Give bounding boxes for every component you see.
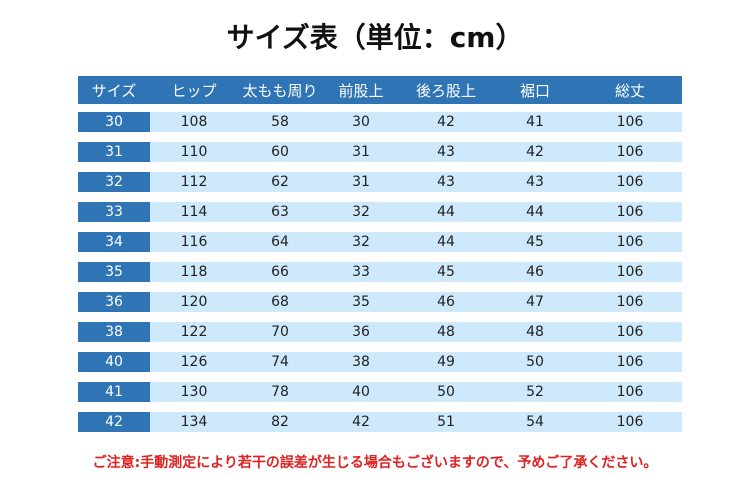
header-cell: ヒップ xyxy=(171,81,217,100)
table-cell: 46 xyxy=(437,294,455,310)
table-cell: 34 xyxy=(78,232,150,252)
table-cell: 66 xyxy=(271,264,289,280)
header-row: サイズ ヒップ 太もも周り 前股上 後ろ股上 裾口 総丈 xyxy=(78,76,682,104)
table-cell: 51 xyxy=(437,414,455,430)
table-cell: 106 xyxy=(616,384,644,400)
table-cell: 35 xyxy=(352,294,370,310)
table-cell: 110 xyxy=(180,144,208,160)
table-cell: 116 xyxy=(180,234,208,250)
table-cell: 130 xyxy=(180,384,208,400)
table-cell: 43 xyxy=(437,144,455,160)
table-cell: 126 xyxy=(180,354,208,370)
table-row: 42 134 82 42 51 54 106 xyxy=(78,412,682,432)
table-cell: 82 xyxy=(271,414,289,430)
table-cell: 47 xyxy=(526,294,544,310)
table-cell: 50 xyxy=(526,354,544,370)
table-cell: 106 xyxy=(616,414,644,430)
table-row: 41 130 78 40 50 52 106 xyxy=(78,382,682,402)
table-row: 38 122 70 36 48 48 106 xyxy=(78,322,682,342)
table-cell: 50 xyxy=(437,384,455,400)
table-cell: 48 xyxy=(437,324,455,340)
table-cell: 35 xyxy=(78,262,150,282)
table-cell: 42 xyxy=(78,412,150,432)
table-cell: 48 xyxy=(526,324,544,340)
table-cell: 49 xyxy=(437,354,455,370)
table-cell: 120 xyxy=(180,294,208,310)
table-row: 35 118 66 33 45 46 106 xyxy=(78,262,682,282)
table-cell: 58 xyxy=(271,114,289,130)
table-cell: 33 xyxy=(352,264,370,280)
table-cell: 43 xyxy=(526,174,544,190)
table-cell: 63 xyxy=(271,204,289,220)
table-cell: 32 xyxy=(352,204,370,220)
table-cell: 106 xyxy=(616,354,644,370)
table-cell: 60 xyxy=(271,144,289,160)
table-cell: 62 xyxy=(271,174,289,190)
table-cell: 70 xyxy=(271,324,289,340)
table-row: 40 126 74 38 49 50 106 xyxy=(78,352,682,372)
table-cell: 64 xyxy=(271,234,289,250)
table-cell: 52 xyxy=(526,384,544,400)
table-cell: 44 xyxy=(437,234,455,250)
table-cell: 38 xyxy=(352,354,370,370)
table-cell: 42 xyxy=(352,414,370,430)
table-cell: 44 xyxy=(526,204,544,220)
table-row: 36 120 68 35 46 47 106 xyxy=(78,292,682,312)
table-cell: 31 xyxy=(78,142,150,162)
table-cell: 108 xyxy=(180,114,208,130)
table-cell: 44 xyxy=(437,204,455,220)
table-cell: 32 xyxy=(78,172,150,192)
header-cell: 後ろ股上 xyxy=(415,81,476,100)
table-cell: 106 xyxy=(616,174,644,190)
table-cell: 33 xyxy=(78,202,150,222)
table-cell: 45 xyxy=(437,264,455,280)
table-cell: 38 xyxy=(78,322,150,342)
table-cell: 43 xyxy=(437,174,455,190)
header-cell: 前股上 xyxy=(338,81,384,100)
table-cell: 41 xyxy=(78,382,150,402)
table-cell: 106 xyxy=(616,234,644,250)
table-cell: 36 xyxy=(78,292,150,312)
table-row: 32 112 62 31 43 43 106 xyxy=(78,172,682,192)
table-cell: 106 xyxy=(616,264,644,280)
table-cell: 134 xyxy=(180,414,208,430)
table-cell: 114 xyxy=(180,204,208,220)
table-cell: 106 xyxy=(616,294,644,310)
table-cell: 36 xyxy=(352,324,370,340)
table-row: 30 108 58 30 42 41 106 xyxy=(78,112,682,132)
table-cell: 32 xyxy=(352,234,370,250)
note: ご注意:手動測定により若干の誤差が生じる場合もございますので、予めご了承ください… xyxy=(92,455,658,471)
header-cell: サイズ xyxy=(91,81,137,100)
table-cell: 118 xyxy=(180,264,208,280)
table-cell: 68 xyxy=(271,294,289,310)
table-cell: 106 xyxy=(616,114,644,130)
table-row: 31 110 60 31 43 42 106 xyxy=(78,142,682,162)
table-cell: 112 xyxy=(180,174,208,190)
table-cell: 42 xyxy=(526,144,544,160)
header-cell: 裾口 xyxy=(519,81,550,100)
table-cell: 45 xyxy=(526,234,544,250)
table-cell: 54 xyxy=(526,414,544,430)
table-cell: 31 xyxy=(352,144,370,160)
table-cell: 30 xyxy=(352,114,370,130)
table-row: 33 114 63 32 44 44 106 xyxy=(78,202,682,222)
table-cell: 78 xyxy=(271,384,289,400)
table-cell: 40 xyxy=(78,352,150,372)
table-cell: 106 xyxy=(616,204,644,220)
table-cell: 42 xyxy=(437,114,455,130)
table-cell: 46 xyxy=(526,264,544,280)
table-cell: 30 xyxy=(78,112,150,132)
table-cell: 74 xyxy=(271,354,289,370)
table-cell: 122 xyxy=(180,324,208,340)
header-cell: 総丈 xyxy=(614,81,645,100)
table-row: 34 116 64 32 44 45 106 xyxy=(78,232,682,252)
table-cell: 106 xyxy=(616,144,644,160)
table-cell: 31 xyxy=(352,174,370,190)
title: サイズ表（単位：cm） xyxy=(226,21,524,54)
table-cell: 40 xyxy=(352,384,370,400)
table-cell: 106 xyxy=(616,324,644,340)
header-cell: 太もも周り xyxy=(242,81,318,100)
table-cell: 41 xyxy=(526,114,544,130)
